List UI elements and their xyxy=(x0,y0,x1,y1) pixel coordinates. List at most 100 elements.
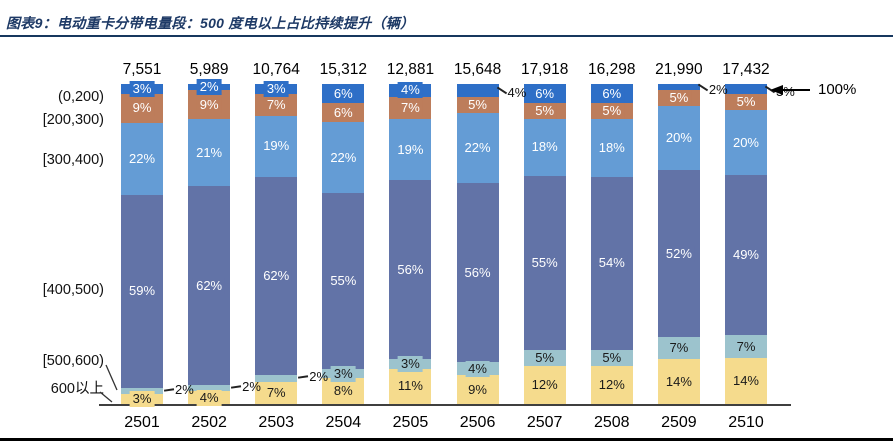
segment-percent-label: 8% xyxy=(330,383,356,400)
external-percent-label: 2% xyxy=(309,369,329,385)
segment-percent-label: 22% xyxy=(327,149,360,166)
segment-percent-label: 14% xyxy=(729,373,762,390)
external-annotation: 4% xyxy=(495,85,527,101)
bar-column-2501: 7,551 3% 9% 22% 59% 2% 3% 2501 xyxy=(121,61,194,431)
segment-percent-label: 5% xyxy=(532,350,558,367)
segment-percent-label: 22% xyxy=(125,151,159,168)
external-annotation: 2% xyxy=(696,82,728,97)
bars-row: 7,551 3% 9% 22% 59% 2% 3% 2501 5,989 2% 9% 21% 62% 2%… xyxy=(121,61,795,431)
x-axis-label: 2505 xyxy=(392,414,429,431)
bar-total-label: 10,764 xyxy=(252,61,300,78)
segment-percent-label: 55% xyxy=(528,255,561,271)
segment-percent-label: 4% xyxy=(465,360,490,377)
axis-row-label: [500,600) xyxy=(42,353,104,369)
bar-column-2502: 5,989 2% 9% 21% 62% 2% 4% 2502 xyxy=(188,61,261,431)
leader-line xyxy=(298,375,309,379)
bar-total-label: 16,298 xyxy=(588,61,636,78)
segment-percent-label: 5% xyxy=(532,102,558,119)
segment-percent-label: 22% xyxy=(461,140,494,156)
bar-total-label: 15,648 xyxy=(453,61,502,78)
segment-percent-label: 3% xyxy=(330,365,356,382)
bar-segment xyxy=(255,375,298,382)
x-axis-label: 2509 xyxy=(661,414,697,431)
x-axis-label: 2501 xyxy=(124,414,160,431)
segment-percent-label: 9% xyxy=(465,381,490,398)
x-axis-line xyxy=(99,404,791,406)
segment-percent-label: 18% xyxy=(528,139,561,156)
segment-percent-label: 2% xyxy=(196,79,222,96)
hundred-percent-annotation: 100% xyxy=(770,81,856,98)
segment-percent-label: 3% xyxy=(129,80,155,97)
external-percent-label: 2% xyxy=(708,82,728,98)
external-percent-label: 4% xyxy=(507,85,527,101)
segment-percent-label: 62% xyxy=(260,268,293,284)
segment-percent-label: 5% xyxy=(666,90,692,107)
segment-percent-label: 5% xyxy=(599,103,625,120)
segment-percent-label: 7% xyxy=(666,340,692,356)
segment-percent-label: 9% xyxy=(196,96,222,113)
bar-segment xyxy=(724,84,767,94)
bar-total-label: 12,881 xyxy=(386,61,435,78)
segment-percent-label: 12% xyxy=(528,376,561,393)
figure-bottom-border xyxy=(0,438,893,441)
x-axis-label: 2510 xyxy=(728,414,764,431)
segment-percent-label: 7% xyxy=(398,100,423,116)
segment-percent-label: 21% xyxy=(193,144,226,161)
segment-percent-label: 20% xyxy=(729,134,762,151)
bar-total-label: 5,989 xyxy=(189,61,229,78)
segment-percent-label: 14% xyxy=(662,373,695,390)
segment-percent-label: 49% xyxy=(729,247,762,264)
bar-column-2506: 15,648 4% 5% 22% 56% 4% 9% 2506 xyxy=(454,61,527,431)
figure-title: 图表9：电动重卡分带电量段：500 度电以上占比持续提升（辆） xyxy=(6,15,415,31)
axis-row-label: 600以上 xyxy=(50,381,104,397)
segment-percent-label: 6% xyxy=(330,104,356,121)
segment-percent-label: 19% xyxy=(394,141,427,158)
bar-segment xyxy=(657,84,700,91)
leader-line xyxy=(163,387,175,391)
x-axis-label: 2502 xyxy=(191,414,227,431)
bar-column-2507: 17,918 6% 5% 18% 55% 5% 12% 2507 xyxy=(521,61,568,431)
title-underline xyxy=(0,35,893,37)
bar-column-2509: 21,990 2% 5% 20% 52% 7% 14% 2509 xyxy=(655,61,728,431)
x-axis-label: 2503 xyxy=(258,414,295,431)
leader-line xyxy=(697,83,709,91)
external-annotation: 2% xyxy=(163,382,194,397)
segment-percent-label: 56% xyxy=(394,261,427,278)
left-arrow-line xyxy=(783,88,810,91)
segment-percent-label: 52% xyxy=(662,245,695,262)
bar-segment xyxy=(456,84,499,97)
segment-percent-label: 5% xyxy=(733,93,759,110)
segment-percent-label: 9% xyxy=(129,100,155,117)
segment-percent-label: 4% xyxy=(196,389,222,406)
segment-percent-label: 20% xyxy=(662,130,695,147)
x-axis-label: 2504 xyxy=(325,414,362,431)
external-annotation: 2% xyxy=(231,379,261,394)
segment-percent-label: 11% xyxy=(394,378,426,395)
segment-percent-label: 7% xyxy=(263,96,289,113)
bar-total-label: 15,312 xyxy=(319,61,368,78)
segment-percent-label: 59% xyxy=(125,283,159,300)
bar-segment xyxy=(188,384,231,392)
x-axis-label: 2507 xyxy=(526,414,563,431)
leader-line xyxy=(231,385,242,388)
segment-percent-label: 5% xyxy=(599,349,625,366)
segment-percent-label: 6% xyxy=(532,85,558,102)
segment-percent-label: 7% xyxy=(263,384,289,401)
segment-percent-label: 6% xyxy=(599,85,625,102)
segment-percent-label: 55% xyxy=(327,272,360,289)
axis-row-label: [200,300) xyxy=(42,112,104,128)
segment-percent-label: 56% xyxy=(461,264,494,281)
hundred-percent-label: 100% xyxy=(818,81,857,98)
axis-leader-lines xyxy=(99,364,118,403)
segment-percent-label: 18% xyxy=(595,140,628,156)
segment-percent-label: 5% xyxy=(465,96,490,113)
axis-labels: (0,200) [200,300) [300,400) [400,500) [500,6… xyxy=(0,0,106,445)
axis-row-label: [400,500) xyxy=(42,282,104,298)
bar-column-2510: 17,432 3% 5% 20% 49% 7% 14% 2510 xyxy=(722,61,795,431)
segment-percent-label: 4% xyxy=(398,82,423,99)
bar-total-label: 17,432 xyxy=(722,61,770,78)
bar-column-2503: 10,764 3% 7% 19% 62% 2% 7% 2503 xyxy=(253,61,329,431)
x-axis-label: 2506 xyxy=(459,414,496,431)
bar-total-label: 17,918 xyxy=(520,61,569,78)
